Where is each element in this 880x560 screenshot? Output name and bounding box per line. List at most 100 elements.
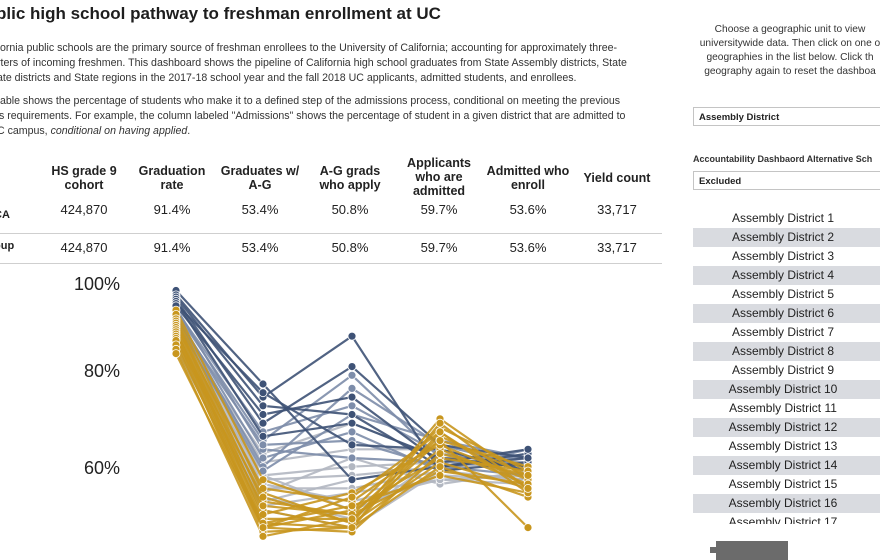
data-point[interactable] [523,453,533,463]
table-cell: 53.4% [241,240,279,255]
data-point[interactable] [347,462,357,472]
data-point[interactable] [435,427,445,437]
data-point[interactable] [435,470,445,480]
instructions-text: Choose a geographic unit to view univers… [680,23,880,79]
data-point[interactable] [523,523,533,533]
data-point[interactable] [435,418,445,428]
data-point[interactable] [523,444,533,454]
pathway-line-chart [171,286,533,541]
table-cell: 50.8% [331,240,369,255]
district-item[interactable]: Assembly District 4 [693,266,880,285]
column-header-cohort: HS grade 9 cohort [51,164,117,192]
data-point[interactable] [347,427,357,437]
data-point[interactable] [435,436,445,446]
data-point[interactable] [435,449,445,459]
district-item[interactable]: Assembly District 9 [731,363,835,377]
table-cell: 91.4% [153,240,191,255]
data-point[interactable] [258,379,268,389]
district-item[interactable]: Assembly District 11 [729,401,837,415]
district-item[interactable]: Assembly District 8 [693,342,880,361]
geographic-unit-dropdown[interactable]: Assembly District [693,107,880,126]
intro-paragraph-1: fornia public schools are the primary so… [0,41,677,86]
intro-line: C campus, [0,125,51,137]
intro-text: fornia public schools are the primary so… [0,41,677,147]
data-point[interactable] [258,401,268,411]
district-item[interactable]: Assembly District 7 [731,325,835,339]
data-point[interactable] [347,331,357,341]
data-point[interactable] [347,418,357,428]
data-point[interactable] [171,349,181,358]
data-point[interactable] [347,475,357,485]
intro-line: rters of incoming freshmen. This dashboa… [0,57,627,69]
district-item[interactable]: Assembly District 17 [728,515,838,524]
table-cell: 424,870 [60,202,108,217]
district-item[interactable]: Assembly District 12 [693,418,880,437]
data-point[interactable] [347,523,357,533]
data-point[interactable] [258,531,268,541]
row-label-group: oup [0,240,15,252]
table-cell: 59.7% [420,240,458,255]
data-point[interactable] [347,401,357,411]
district-item[interactable]: Assembly District 15 [728,477,838,491]
table-cell: 50.8% [331,202,369,217]
y-tick-label-60: 60% [84,458,121,478]
district-item[interactable]: Assembly District 13 [728,439,838,453]
table-cell: 91.4% [153,202,191,217]
instructions-line: universitywide data. Then click on one o [699,38,880,49]
data-point[interactable] [347,440,357,450]
column-header-apply: A-G grads who apply [319,164,381,192]
district-item[interactable]: Assembly District 16 [693,494,880,513]
district-item[interactable]: Assembly District 3 [731,249,835,263]
map-thumbnail[interactable] [710,541,788,560]
district-item[interactable]: Assembly District 14 [693,456,880,475]
data-point[interactable] [347,514,357,524]
data-point[interactable] [258,523,268,533]
table-cell: 53.6% [509,240,547,255]
table-cell: 53.6% [509,202,547,217]
data-point[interactable] [347,384,357,393]
instructions-line: geographies in the list below. Click th [706,52,874,63]
page-title: blic high school pathway to freshman enr… [0,4,441,23]
data-point[interactable] [258,431,268,441]
data-point[interactable] [258,501,268,511]
district-item[interactable]: Assembly District 2 [693,228,880,247]
intro-line: table shows the percentage of students w… [0,95,621,107]
table-divider [0,233,662,234]
data-point[interactable] [523,470,533,480]
data-point[interactable] [258,388,268,398]
intro-paragraph-2: table shows the percentage of students w… [0,94,677,139]
data-point[interactable] [347,453,357,463]
district-item[interactable]: Assembly District 5 [731,287,835,301]
data-point[interactable] [347,492,357,502]
intro-line: . [187,125,191,137]
intro-emphasis: conditional on having applied [50,125,188,137]
table-cell: 53.4% [241,202,279,217]
data-point[interactable] [347,362,357,371]
data-point[interactable] [258,410,268,419]
data-point[interactable] [347,501,357,511]
series-line-gold [171,349,533,533]
district-item[interactable]: Assembly District 6 [693,304,880,323]
column-header-enroll: Admitted who enroll [486,164,570,192]
intro-line: ate districts and State regions in the 2… [0,72,577,84]
table-cell: 59.7% [420,202,458,217]
district-list: Assembly District 1 Assembly District 2 … [693,209,880,524]
instructions-line: Choose a geographic unit to view [714,24,866,35]
district-item[interactable]: Assembly District 10 [693,380,880,399]
district-item[interactable]: Assembly District 1 [731,211,835,225]
data-point[interactable] [347,392,357,402]
column-header-graduation: Graduation rate [138,164,206,192]
alternative-schools-dropdown[interactable]: Excluded [693,171,880,190]
y-tick-label-100: 100% [74,274,121,294]
row-label-ca: CA [0,209,10,221]
data-point[interactable] [347,370,357,380]
column-header-admitted: Applicants who are admitted [407,156,471,198]
y-tick-label-80: 80% [84,361,121,381]
instructions-line: geography again to reset the dashboa [704,66,876,77]
data-point[interactable] [523,483,533,493]
data-point[interactable] [258,418,268,428]
data-point[interactable] [347,410,357,419]
data-point[interactable] [435,462,445,472]
intro-line: 's requirements. For example, the column… [0,110,626,122]
data-point[interactable] [258,440,268,450]
